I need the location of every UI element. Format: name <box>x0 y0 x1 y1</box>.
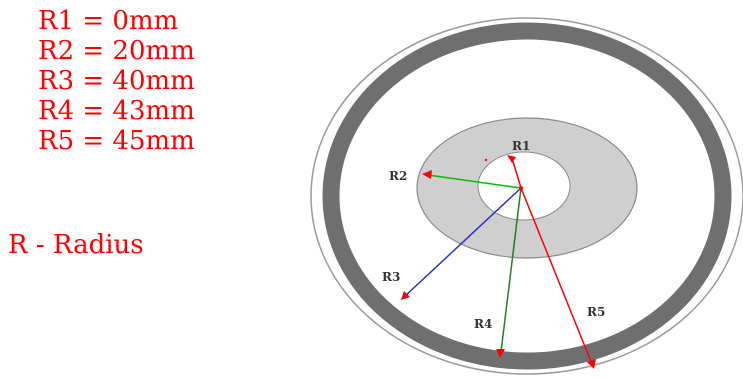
r5-arrow <box>520 187 593 365</box>
label-r5: R5 <box>587 305 605 319</box>
radius-note: R - Radius <box>8 230 144 260</box>
small-dot <box>484 158 488 162</box>
legend-r1: R1 = 0mm <box>38 6 179 36</box>
label-r1: R1 <box>512 139 530 153</box>
r3-arrow <box>403 187 522 298</box>
label-r2: R2 <box>389 169 407 183</box>
center-hole <box>477 151 571 221</box>
label-r3: R3 <box>382 270 400 284</box>
r4-arrowhead <box>496 349 505 358</box>
legend-r4: R4 = 43mm <box>38 96 195 126</box>
legend-r5: R5 = 45mm <box>38 126 195 156</box>
r1-arrow <box>511 157 522 189</box>
r2-arrowhead <box>422 170 432 179</box>
r4-arrow <box>500 187 522 353</box>
label-r4: R4 <box>474 317 492 331</box>
r2-arrow <box>427 174 522 189</box>
radius-legend: R1 = 0mm R2 = 20mm R3 = 40mm R4 = 43mm R… <box>38 6 195 156</box>
r1-arrowhead <box>507 155 516 163</box>
center-point <box>519 186 523 190</box>
legend-r2: R2 = 20mm <box>38 36 195 66</box>
outer-band-ring <box>322 22 732 370</box>
r5-arrowhead <box>587 359 596 369</box>
r3-arrowhead <box>401 291 410 300</box>
legend-r3: R3 = 40mm <box>38 66 195 96</box>
